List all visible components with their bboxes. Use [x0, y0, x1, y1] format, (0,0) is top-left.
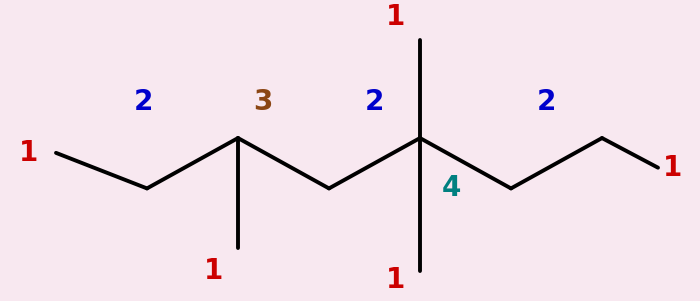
Text: 2: 2 [134, 88, 153, 116]
Text: 1: 1 [18, 139, 38, 167]
Text: 1: 1 [662, 154, 682, 182]
Text: 2: 2 [365, 88, 384, 116]
Text: 4: 4 [442, 174, 461, 202]
Text: 1: 1 [204, 257, 223, 285]
Text: 1: 1 [386, 3, 405, 31]
Text: 3: 3 [253, 88, 272, 116]
Text: 1: 1 [386, 266, 405, 294]
Text: 2: 2 [536, 88, 556, 116]
